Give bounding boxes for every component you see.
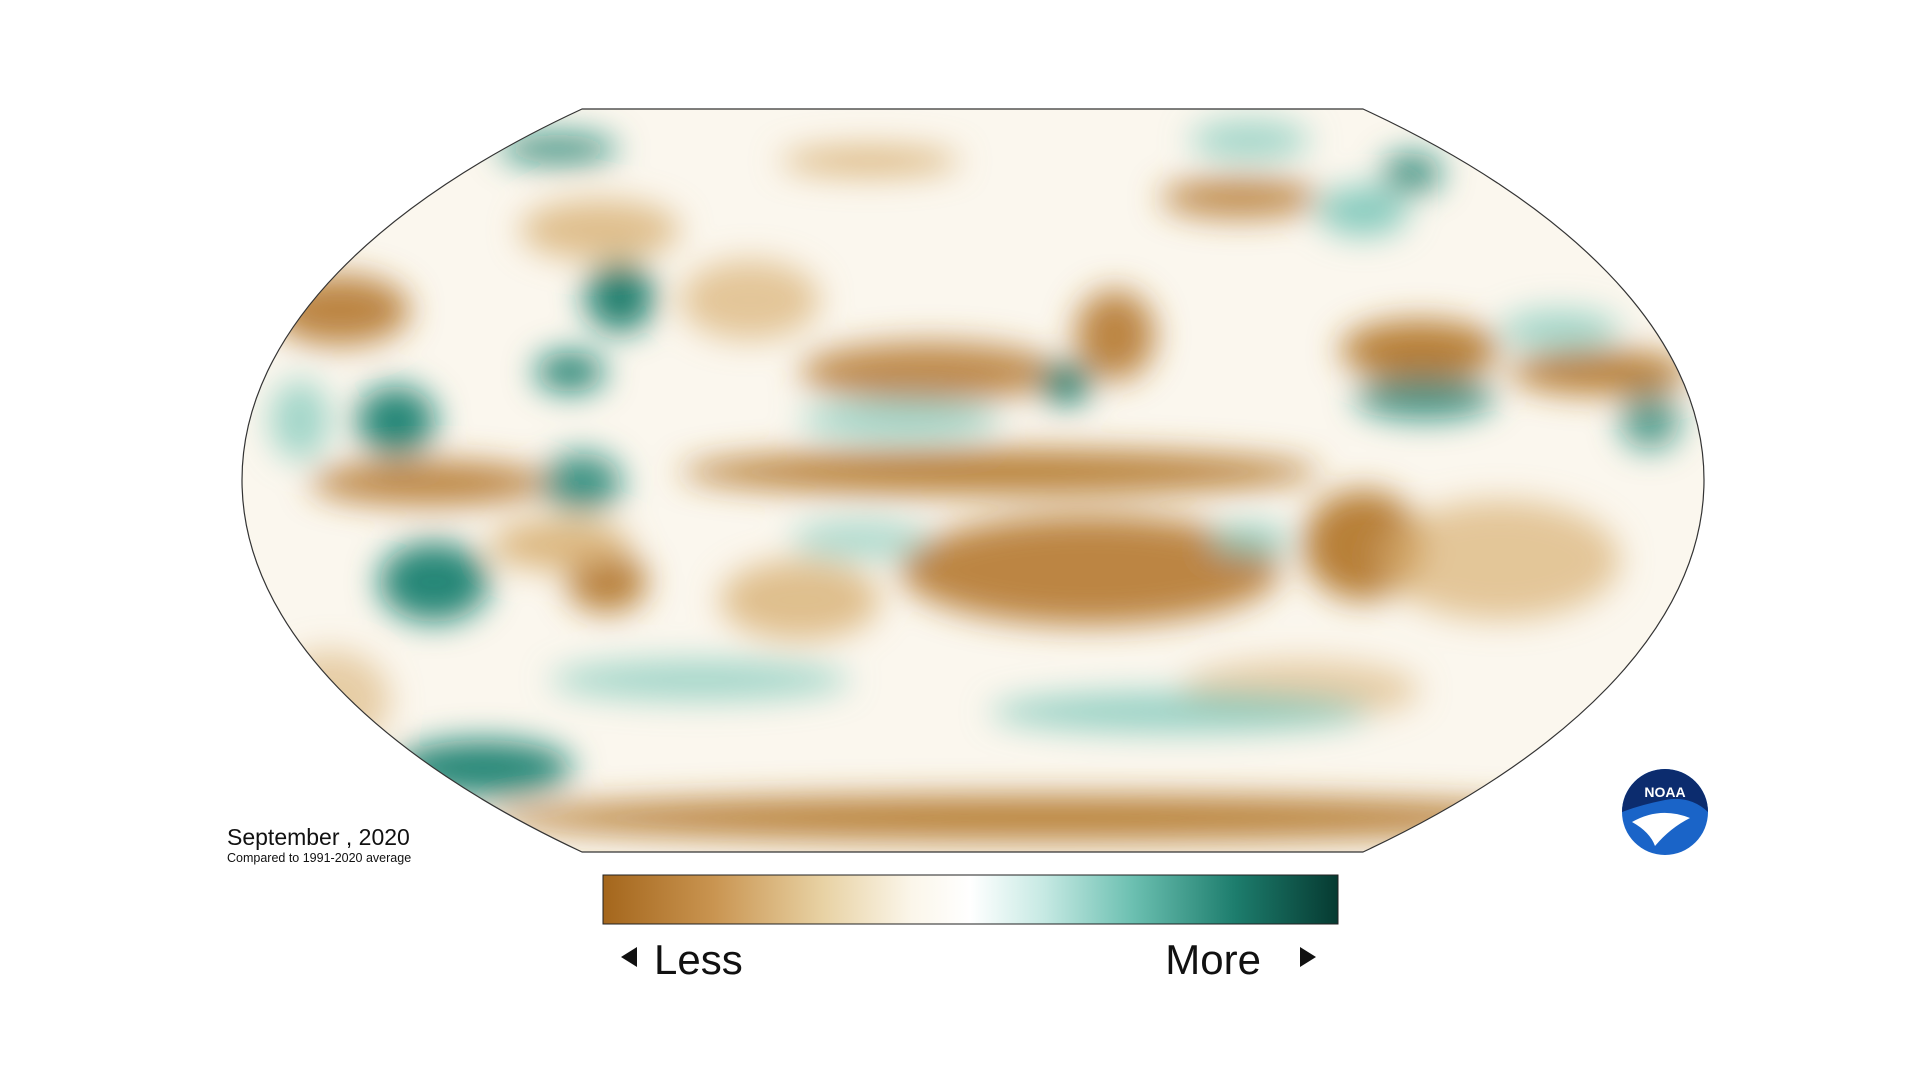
logo-bird [1632,812,1690,846]
anomaly-blob [1041,364,1091,404]
anomaly-blob [270,275,410,345]
anomaly-blob [1500,310,1620,350]
logo-top [1622,769,1708,812]
anomaly-blob [520,200,680,260]
map-outline [241,108,1705,853]
legend-low-label: Less [654,936,743,983]
anomaly-blob [270,380,330,460]
map-subtitle: Compared to 1991-2020 average [227,851,411,865]
anomaly-blob [1510,350,1690,394]
anomaly-blob [1075,290,1155,380]
anomaly-blob [379,542,489,622]
anomaly-blob [490,796,1610,840]
anomaly-blob [310,461,550,505]
anomaly-blob [535,352,605,392]
anomaly-blob [900,515,1280,625]
legend-arrow-left [621,947,637,967]
anomaly-blob [1190,120,1310,160]
anomaly-blob [1380,500,1620,620]
anomaly-field [270,120,1690,840]
anomaly-blob [550,660,850,700]
logo-text: NOAA [1644,784,1685,800]
anomaly-blob [542,453,622,513]
anomaly-blob [1382,153,1442,193]
anomaly-blob [270,650,390,750]
anomaly-blob [1355,375,1495,419]
anomaly-blob [680,450,1320,494]
anomaly-blob [585,262,655,332]
legend-colorbar [602,874,1339,925]
anomaly-blob [780,147,960,175]
anomaly-blob [1620,390,1680,450]
anomaly-blob [680,260,820,340]
anomaly-blob [800,400,1000,440]
anomaly-blob [1340,320,1500,380]
anomaly-blob [1160,178,1320,218]
anomaly-blob [800,342,1060,402]
anomaly-blob [990,692,1370,732]
anomaly-blob [393,740,573,796]
map-date: September , 2020 [227,824,410,850]
anomaly-blob [1318,186,1408,236]
anomaly-blob [356,386,436,456]
noaa-logo: NOAA [1622,769,1708,855]
anomaly-blob [490,520,630,570]
anomaly-blob [720,560,880,640]
map-area [242,109,1704,852]
legend-high-label: More [1165,936,1261,983]
anomaly-blob [1210,525,1290,555]
legend-arrow-right [1300,947,1316,967]
anomaly-blob [790,520,930,560]
anomaly-blob [498,134,618,164]
